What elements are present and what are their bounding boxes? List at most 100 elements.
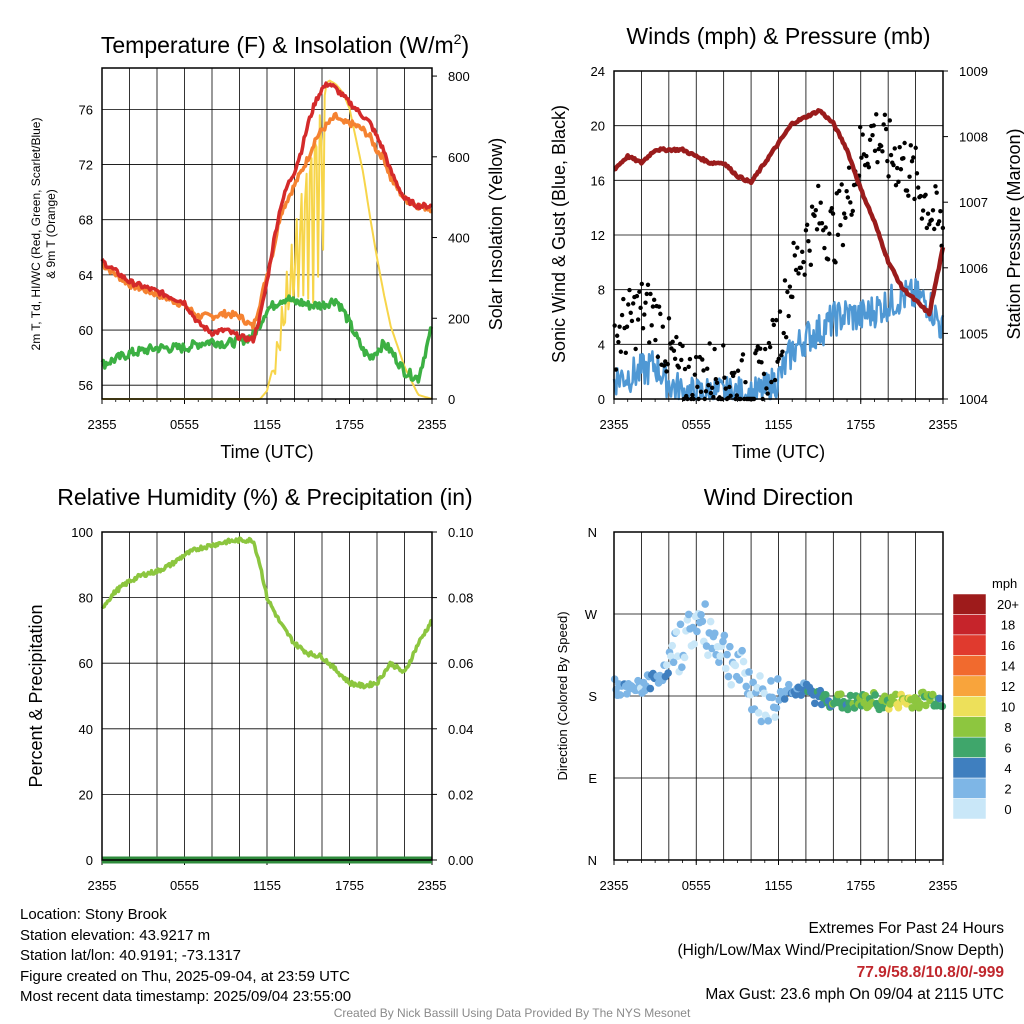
y-tick-label: 24 [591,64,605,79]
wind-direction-point [684,610,693,619]
plot-frame [101,67,433,400]
gust-point [728,393,733,399]
y-tick-label: 56 [79,378,93,393]
x-axis-label: Time (UTC) [732,442,825,462]
y2-tick-label: 0.00 [448,853,473,868]
y-tick-label: 16 [591,173,605,188]
gust-point [913,145,918,151]
colorbar-label: 4 [1004,761,1011,776]
gust-point [830,211,836,216]
gust-point [936,219,942,224]
gust-point [613,367,619,372]
wind-direction-point [693,627,701,636]
gust-point [867,137,873,142]
gust-point [630,301,636,306]
gust-point [878,143,884,149]
gust-point [932,226,937,232]
latlon-text: Station lat/lon: 40.9191; -73.1317 [20,947,242,964]
x-tick-label: 0555 [682,878,711,893]
gust-point [914,171,920,176]
colorbar-label: 10 [1001,700,1015,715]
gust-point [781,330,786,336]
wind-direction-point [774,675,782,683]
wind-direction-point [715,658,723,667]
plot-frame [613,531,944,861]
recent-timestamp-text: Most recent data timestamp: 2025/09/04 2… [20,988,352,1005]
wind-direction-point [821,690,830,699]
wind-direction-point [697,610,705,619]
gust-point [637,289,642,294]
wind-direction-point [846,691,855,700]
colorbar-swatch [952,757,987,779]
y2-tick-label: 200 [448,311,470,326]
x-tick-label: 1155 [253,417,281,432]
gust-point [687,356,693,362]
gust-point [649,323,654,328]
y2-tick-label: 1009 [959,64,988,79]
x-tick-label: 2355 [88,878,117,893]
gust-point [808,262,814,268]
gust-point [690,392,695,398]
gust-point [924,225,930,231]
gust-point [787,284,793,289]
y-tick-label: 64 [79,268,93,283]
gust-point [766,340,772,346]
gust-point [640,326,646,331]
y-axis-label: Sonic Wind & Gust (Blue, Black) [549,105,569,363]
wind-direction-point [738,646,746,655]
gust-point [876,146,881,152]
y2-tick-label: 1008 [959,130,988,145]
gust-point [807,248,812,253]
colorbar-swatch [952,593,987,615]
y2-axis-label: Solar Insolation (Yellow) [486,138,506,330]
wind-direction-point [922,701,930,710]
gust-point [882,112,888,118]
y-tick-label: 100 [71,525,93,540]
y-tick-label: 60 [79,323,93,338]
chart-title: Temperature (F) & Insolation (W/m2) [101,31,469,58]
gust-point [628,310,633,315]
x-tick-label: 2355 [929,417,958,432]
y-tick-label: 72 [79,158,93,173]
gust-point [802,272,807,277]
x-tick-label: 2355 [600,878,629,893]
chart-title: Wind Direction [704,484,854,510]
gust-point [927,222,932,227]
gust-point [621,296,626,302]
gust-point [672,356,678,361]
colorbar-swatch [952,634,987,656]
wind-direction-point [764,717,773,725]
gust-point [758,346,763,351]
chart-title: Relative Humidity (%) & Precipitation (i… [57,484,472,510]
y2-tick-label: 1007 [959,195,988,210]
gust-point [813,208,818,213]
wind-direction-point [837,690,845,699]
y-axis-label: Percent & Precipitation [26,604,46,787]
gust-point [902,140,907,146]
gust-point [849,212,854,217]
gust-point [658,311,663,317]
gust-point [930,208,936,213]
x-axis-label: Time (UTC) [220,442,313,462]
wind-direction-point [698,617,707,626]
wind-direction-point [667,652,675,661]
gust-point [933,184,938,189]
colorbar-swatch [952,716,987,738]
gust-point [722,375,727,380]
gust-point [906,193,911,198]
x-tick-label: 1755 [335,417,364,432]
wind-direction-point [724,672,733,681]
wind-direction-point [772,704,781,712]
station-pressure-line [613,108,946,317]
gust-point [814,227,820,232]
y2-tick-label: 1006 [959,261,988,276]
gust-point [671,348,677,353]
gust-point [907,174,912,179]
gust-point [918,193,923,199]
y-tick-label: 12 [591,228,605,243]
colorbar-title: mph [992,576,1017,591]
gust-point [885,158,890,164]
wind-direction-point [760,689,768,698]
gust-point [915,185,921,190]
gust-point [712,346,717,352]
